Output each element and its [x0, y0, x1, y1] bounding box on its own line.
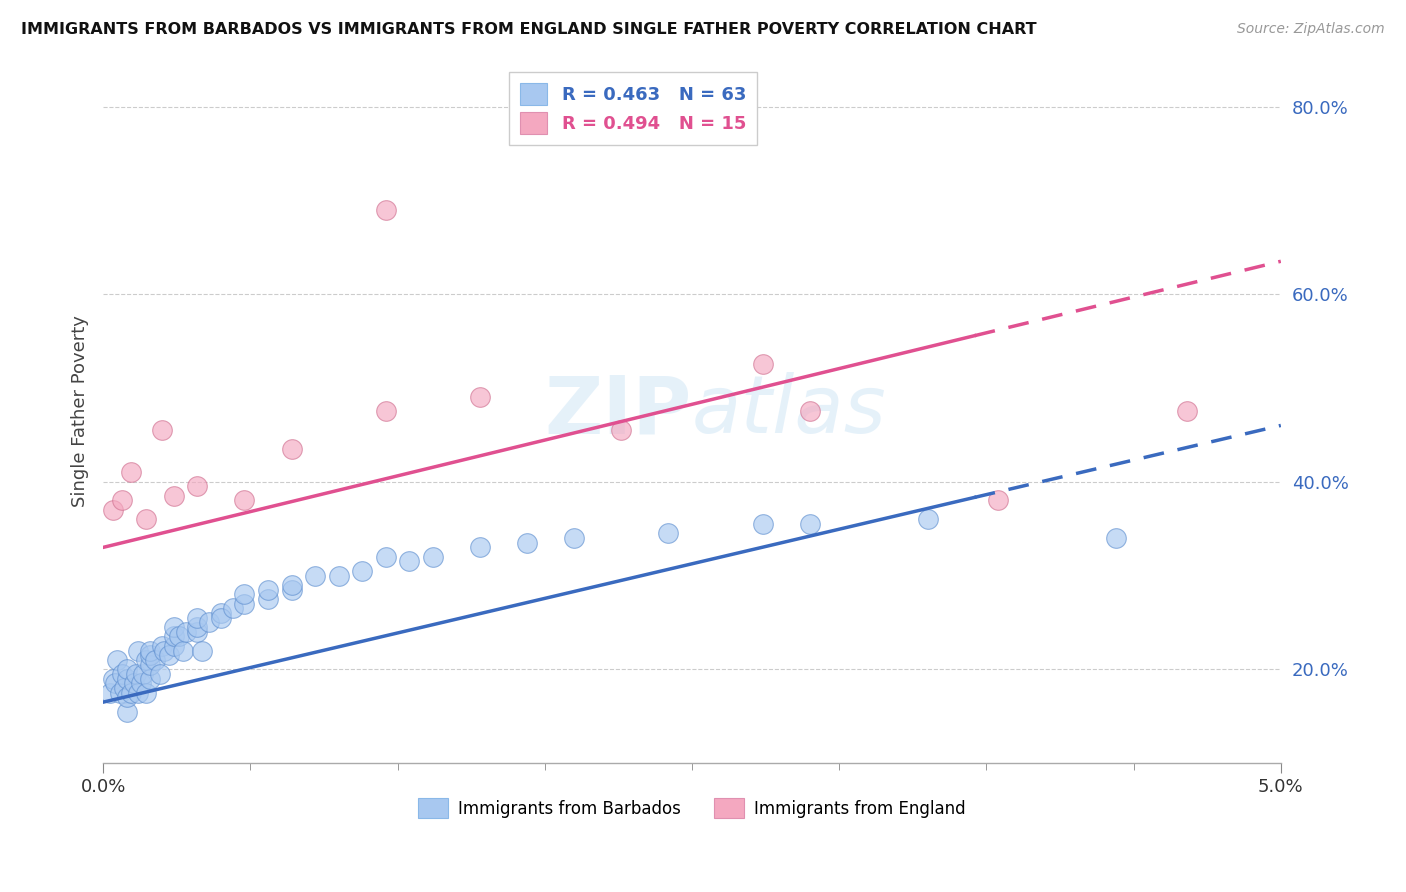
Point: [751, 358, 773, 372]
Point: [233, 493, 256, 508]
Point: [186, 624, 208, 639]
Point: [143, 653, 166, 667]
Point: [374, 549, 396, 564]
Legend: Immigrants from Barbados, Immigrants from England: Immigrants from Barbados, Immigrants fro…: [412, 791, 973, 825]
Point: [163, 630, 186, 644]
Point: [163, 620, 186, 634]
Point: [562, 531, 585, 545]
Point: [104, 676, 127, 690]
Point: [1175, 404, 1198, 418]
Text: atlas: atlas: [692, 372, 887, 450]
Point: [125, 667, 148, 681]
Point: [174, 624, 197, 639]
Point: [516, 535, 538, 549]
Point: [657, 526, 679, 541]
Point: [111, 667, 134, 681]
Point: [139, 672, 162, 686]
Point: [139, 648, 162, 663]
Y-axis label: Single Father Poverty: Single Father Poverty: [72, 316, 89, 508]
Point: [422, 549, 444, 564]
Point: [108, 686, 131, 700]
Point: [127, 643, 149, 657]
Point: [257, 582, 280, 597]
Point: [209, 611, 232, 625]
Point: [112, 681, 135, 695]
Point: [221, 601, 243, 615]
Point: [280, 578, 302, 592]
Point: [233, 587, 256, 601]
Text: IMMIGRANTS FROM BARBADOS VS IMMIGRANTS FROM ENGLAND SINGLE FATHER POVERTY CORREL: IMMIGRANTS FROM BARBADOS VS IMMIGRANTS F…: [21, 22, 1036, 37]
Point: [115, 705, 138, 719]
Point: [115, 690, 138, 705]
Point: [917, 512, 939, 526]
Point: [257, 591, 280, 606]
Point: [167, 630, 190, 644]
Point: [150, 639, 173, 653]
Point: [186, 611, 208, 625]
Point: [163, 489, 186, 503]
Point: [191, 643, 214, 657]
Point: [135, 512, 157, 526]
Point: [149, 667, 172, 681]
Point: [127, 686, 149, 700]
Point: [233, 597, 256, 611]
Point: [799, 404, 821, 418]
Point: [105, 653, 128, 667]
Text: ZIP: ZIP: [544, 372, 692, 450]
Point: [610, 423, 633, 437]
Point: [374, 202, 396, 217]
Point: [135, 686, 157, 700]
Point: [115, 672, 138, 686]
Text: Source: ZipAtlas.com: Source: ZipAtlas.com: [1237, 22, 1385, 37]
Point: [799, 516, 821, 531]
Point: [111, 493, 134, 508]
Point: [352, 564, 374, 578]
Point: [157, 648, 180, 663]
Point: [101, 503, 124, 517]
Point: [374, 404, 396, 418]
Point: [135, 653, 157, 667]
Point: [209, 606, 232, 620]
Point: [172, 643, 194, 657]
Point: [280, 582, 302, 597]
Point: [150, 423, 173, 437]
Point: [129, 676, 152, 690]
Point: [139, 643, 162, 657]
Point: [139, 657, 162, 672]
Point: [115, 662, 138, 676]
Point: [468, 541, 491, 555]
Point: [468, 390, 491, 404]
Point: [122, 676, 145, 690]
Point: [751, 516, 773, 531]
Point: [328, 568, 350, 582]
Point: [186, 479, 208, 493]
Point: [304, 568, 326, 582]
Point: [132, 667, 155, 681]
Point: [398, 554, 420, 568]
Point: [153, 643, 176, 657]
Point: [1105, 531, 1128, 545]
Point: [120, 686, 142, 700]
Point: [98, 686, 121, 700]
Point: [987, 493, 1010, 508]
Point: [198, 615, 221, 630]
Point: [186, 620, 208, 634]
Point: [163, 639, 186, 653]
Point: [280, 442, 302, 456]
Point: [101, 672, 124, 686]
Point: [120, 466, 142, 480]
